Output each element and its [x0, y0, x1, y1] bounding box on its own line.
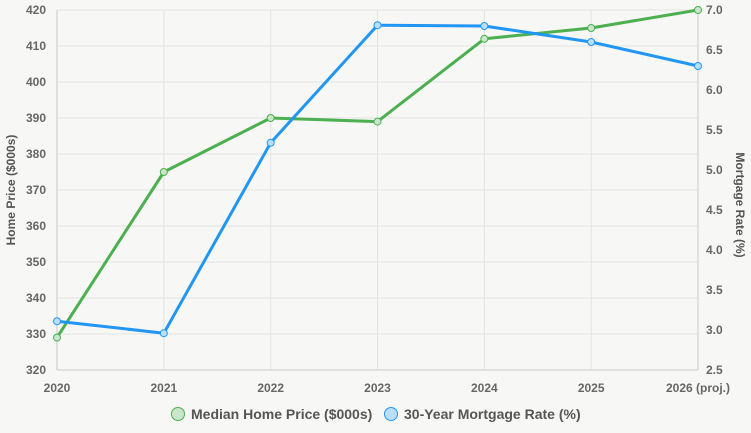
left-tick-label: 410: [26, 39, 46, 53]
x-tick-label: 2022: [257, 381, 284, 395]
right-tick-label: 2.5: [706, 363, 723, 377]
data-point[interactable]: [159, 168, 168, 176]
legend-label: Median Home Price ($000s): [191, 406, 372, 422]
series-lines: [53, 6, 702, 342]
right-tick-label: 4.0: [706, 243, 723, 257]
right-axis-ticks: 2.5 3.0 3.5 4.0 4.5 5.0 5.5 6.0 6.5 7.0: [706, 3, 723, 377]
right-tick-label: 4.5: [706, 203, 723, 217]
data-point[interactable]: [373, 117, 382, 126]
legend-label: 30-Year Mortgage Rate (%): [404, 406, 581, 422]
legend-swatch: [171, 407, 185, 421]
left-axis-title: Home Price ($000s): [4, 135, 18, 246]
left-tick-label: 380: [26, 147, 46, 161]
x-tick-label: 2020: [44, 381, 71, 395]
left-tick-label: 350: [26, 255, 46, 269]
data-point[interactable]: [53, 317, 61, 326]
data-point[interactable]: [266, 114, 275, 122]
right-tick-label: 5.5: [706, 123, 723, 137]
right-axis-title: Mortgage Rate (%): [733, 152, 747, 257]
data-point[interactable]: [587, 38, 596, 46]
data-point[interactable]: [53, 333, 61, 342]
legend[interactable]: Median Home Price ($000s) 30-Year Mortgag…: [171, 406, 581, 422]
data-point[interactable]: [159, 329, 168, 338]
data-point[interactable]: [480, 22, 489, 30]
right-tick-label: 5.0: [706, 163, 723, 177]
data-point[interactable]: [587, 24, 596, 32]
right-tick-label: 7.0: [706, 3, 723, 17]
left-tick-label: 390: [26, 111, 46, 125]
right-tick-label: 3.5: [706, 283, 723, 297]
right-tick-label: 6.5: [706, 43, 723, 57]
x-tick-label: 2024: [471, 381, 498, 395]
data-point[interactable]: [266, 138, 275, 147]
left-tick-label: 320: [26, 363, 46, 377]
x-tick-label: 2021: [150, 381, 177, 395]
x-axis-ticks: 2020 2021 2022 2023 2024 2025 2026 (proj.): [44, 381, 730, 395]
left-tick-label: 330: [26, 327, 46, 341]
x-tick-label: 2026 (proj.): [666, 381, 730, 395]
left-tick-label: 340: [26, 291, 46, 305]
legend-swatch: [384, 407, 398, 421]
legend-item-1[interactable]: 30-Year Mortgage Rate (%): [384, 406, 581, 422]
left-axis-ticks: 320 330 340 350 360 370 380 390 400 410 420: [26, 3, 46, 377]
data-point[interactable]: [694, 62, 702, 70]
left-tick-label: 360: [26, 219, 46, 233]
right-tick-label: 6.0: [706, 83, 723, 97]
right-tick-label: 3.0: [706, 323, 723, 337]
data-point[interactable]: [373, 21, 382, 30]
legend-item-0[interactable]: Median Home Price ($000s): [171, 406, 373, 422]
data-point[interactable]: [694, 6, 702, 14]
left-tick-label: 400: [26, 75, 46, 89]
left-tick-label: 370: [26, 183, 46, 197]
data-point[interactable]: [480, 34, 489, 43]
x-tick-label: 2025: [578, 381, 605, 395]
left-tick-label: 420: [26, 3, 46, 17]
x-tick-label: 2023: [364, 381, 391, 395]
